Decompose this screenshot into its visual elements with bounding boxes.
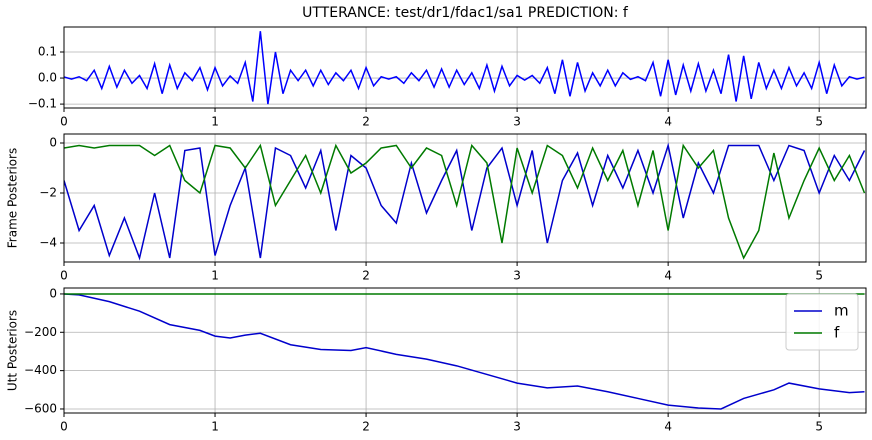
axes-frame — [63, 287, 867, 414]
x-tick-label: 3 — [513, 420, 521, 434]
y-axis-label: Utt Posteriors — [6, 310, 20, 391]
chart-title: UTTERANCE: test/dr1/fdac1/sa1 PREDICTION… — [302, 5, 629, 21]
x-tick-label: 4 — [664, 420, 672, 434]
y-tick-label: 0.0 — [38, 71, 57, 85]
x-tick-label: 5 — [815, 420, 823, 434]
x-tick-label: 1 — [211, 115, 219, 129]
x-tick-label: 1 — [211, 420, 219, 434]
series-line — [64, 31, 865, 105]
x-tick-label: 0 — [60, 420, 68, 434]
legend-label: f — [834, 324, 840, 342]
x-tick-label: 2 — [362, 115, 370, 129]
y-tick-label: 0 — [49, 286, 57, 300]
y-tick-label: −2 — [39, 186, 57, 200]
x-tick-label: 3 — [513, 115, 521, 129]
series-line — [64, 293, 865, 410]
x-tick-label: 2 — [362, 420, 370, 434]
y-tick-label: 0 — [49, 136, 57, 150]
y-tick-label: −0.1 — [28, 97, 57, 111]
x-tick-label: 0 — [60, 269, 68, 283]
x-tick-label: 4 — [664, 115, 672, 129]
axes-frame — [63, 133, 867, 263]
x-tick-label: 3 — [513, 269, 521, 283]
series-line — [64, 142, 866, 261]
legend-label: m — [834, 302, 849, 320]
x-tick-label: 5 — [815, 269, 823, 283]
y-axis-label: Frame Posteriors — [6, 148, 20, 249]
y-tick-label: −600 — [24, 401, 57, 415]
x-tick-label: 0 — [60, 115, 68, 129]
y-tick-label: 0.1 — [38, 45, 57, 59]
legend-box — [785, 293, 859, 351]
y-tick-label: −400 — [24, 363, 57, 377]
series-line — [64, 143, 866, 260]
y-tick-label: −200 — [24, 325, 57, 339]
x-tick-label: 4 — [664, 269, 672, 283]
x-tick-label: 2 — [362, 269, 370, 283]
y-tick-label: −4 — [39, 236, 57, 250]
axes-frame — [63, 26, 867, 109]
x-tick-label: 5 — [815, 115, 823, 129]
x-tick-label: 1 — [211, 269, 219, 283]
